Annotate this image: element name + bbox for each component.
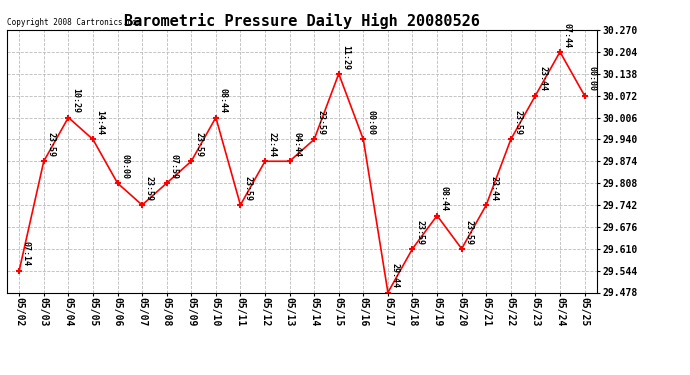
Text: 00:00: 00:00 <box>366 110 375 135</box>
Text: 07:59: 07:59 <box>170 154 179 179</box>
Text: 11:29: 11:29 <box>342 45 351 70</box>
Text: Copyright 2008 Cartronics.com: Copyright 2008 Cartronics.com <box>7 18 141 27</box>
Title: Barometric Pressure Daily High 20080526: Barometric Pressure Daily High 20080526 <box>124 13 480 29</box>
Text: 23:44: 23:44 <box>538 66 547 92</box>
Text: 07:14: 07:14 <box>22 242 31 267</box>
Text: 04:44: 04:44 <box>293 132 302 157</box>
Text: 23:59: 23:59 <box>243 176 253 201</box>
Text: 23:59: 23:59 <box>46 132 56 157</box>
Text: 29:44: 29:44 <box>391 263 400 288</box>
Text: 08:44: 08:44 <box>440 186 449 211</box>
Text: 23:59: 23:59 <box>464 220 473 245</box>
Text: 07:44: 07:44 <box>563 23 572 48</box>
Text: 14:44: 14:44 <box>96 110 105 135</box>
Text: 23:59: 23:59 <box>145 176 154 201</box>
Text: 00:00: 00:00 <box>587 66 596 92</box>
Text: 23:59: 23:59 <box>194 132 203 157</box>
Text: 08:44: 08:44 <box>219 88 228 113</box>
Text: 23:59: 23:59 <box>317 110 326 135</box>
Text: 10:29: 10:29 <box>71 88 80 113</box>
Text: 23:59: 23:59 <box>513 110 522 135</box>
Text: 00:00: 00:00 <box>120 154 129 179</box>
Text: 23:59: 23:59 <box>415 220 424 245</box>
Text: 23:44: 23:44 <box>489 176 498 201</box>
Text: 22:44: 22:44 <box>268 132 277 157</box>
